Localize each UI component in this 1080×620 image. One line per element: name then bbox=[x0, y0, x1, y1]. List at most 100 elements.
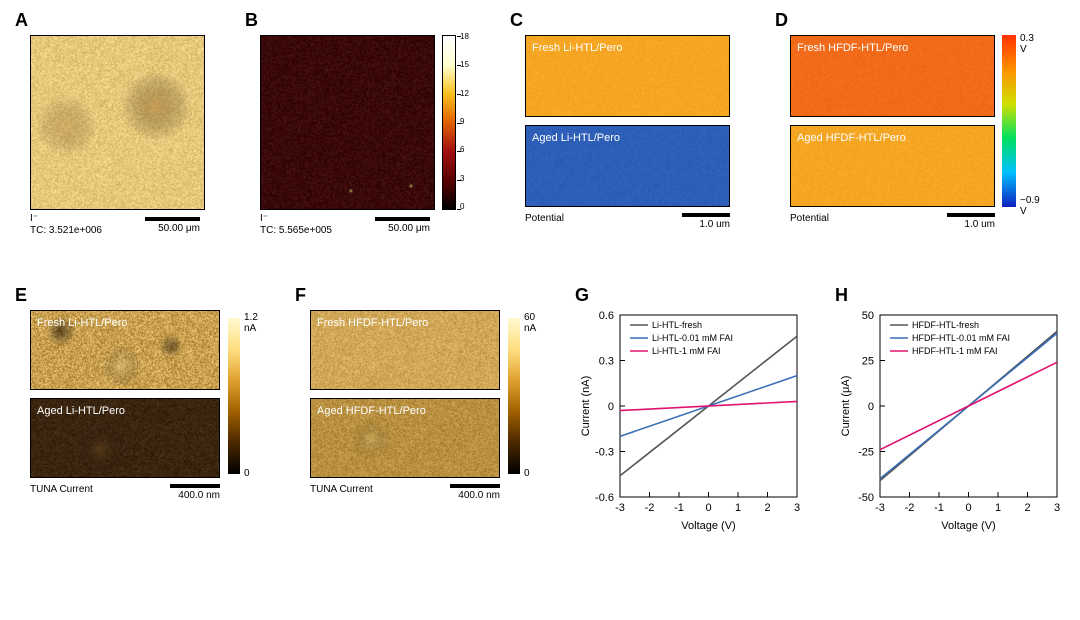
scalebar-f bbox=[450, 484, 500, 488]
panel-e-top: Fresh Li-HTL/Pero bbox=[30, 310, 220, 390]
panel-c: Fresh Li-HTL/Pero Aged Li-HTL/Pero Poten… bbox=[525, 35, 730, 207]
svg-text:25: 25 bbox=[862, 356, 874, 368]
svg-text:-2: -2 bbox=[905, 502, 915, 514]
label-c: C bbox=[510, 10, 523, 31]
svg-text:0.6: 0.6 bbox=[599, 310, 614, 322]
svg-text:HFDF-HTL-fresh: HFDF-HTL-fresh bbox=[912, 320, 979, 330]
panel-d-bottom: Aged HFDF-HTL/Pero bbox=[790, 125, 995, 207]
label-e: E bbox=[15, 285, 27, 306]
colorbar-b: 0369121518 bbox=[442, 35, 456, 210]
label-f: F bbox=[295, 285, 306, 306]
panel-g: -3 -2 -1 0 1 2 3 -0.6 -0.3 0 0.3 0.6 Voltage (V) Curr… bbox=[575, 305, 805, 535]
svg-text:Voltage (V): Voltage (V) bbox=[941, 520, 995, 532]
cb-d-low: −0.9 V bbox=[1020, 195, 1040, 217]
cb-e-low: 0 bbox=[244, 468, 250, 479]
cb-d-high: 0.3 V bbox=[1020, 33, 1034, 55]
panel-a: I⁻ TC: 3.521e+006 50.00 μm bbox=[30, 35, 205, 210]
scalebar-a-label: 50.00 μm bbox=[140, 223, 200, 234]
tc-a: TC: 3.521e+006 bbox=[30, 225, 102, 236]
c-caption: Potential bbox=[525, 213, 564, 224]
scalebar-e-label: 400.0 nm bbox=[170, 490, 220, 501]
svg-text:Voltage (V): Voltage (V) bbox=[681, 520, 735, 532]
svg-text:2: 2 bbox=[764, 502, 770, 514]
svg-text:50: 50 bbox=[862, 310, 874, 322]
svg-text:-25: -25 bbox=[858, 447, 874, 459]
panel-c-bottom: Aged Li-HTL/Pero bbox=[525, 125, 730, 207]
svg-text:0.3: 0.3 bbox=[599, 356, 614, 368]
panel-d-top: Fresh HFDF-HTL/Pero bbox=[790, 35, 995, 117]
svg-text:1: 1 bbox=[995, 502, 1001, 514]
colorbar-e bbox=[228, 318, 240, 474]
tc-b: TC: 5.565e+005 bbox=[260, 225, 332, 236]
svg-text:Current (nA): Current (nA) bbox=[580, 376, 592, 437]
svg-text:0: 0 bbox=[868, 401, 874, 413]
c-top-label: Fresh Li-HTL/Pero bbox=[532, 42, 622, 54]
micrograph-b bbox=[260, 35, 435, 210]
svg-text:Li-HTL-fresh: Li-HTL-fresh bbox=[652, 320, 702, 330]
e-bot-label: Aged Li-HTL/Pero bbox=[37, 405, 125, 417]
colorbar-f bbox=[508, 318, 520, 474]
panel-f: Fresh HFDF-HTL/Pero Aged HFDF-HTL/Pero T… bbox=[310, 310, 500, 478]
f-bot-label: Aged HFDF-HTL/Pero bbox=[317, 405, 426, 417]
cb-f-low: 0 bbox=[524, 468, 530, 479]
svg-text:3: 3 bbox=[1054, 502, 1060, 514]
svg-text:0: 0 bbox=[608, 401, 614, 413]
scalebar-d bbox=[947, 213, 995, 217]
ion-b: I⁻ bbox=[260, 213, 268, 224]
scalebar-c bbox=[682, 213, 730, 217]
scalebar-d-label: 1.0 um bbox=[947, 219, 995, 230]
svg-text:3: 3 bbox=[794, 502, 800, 514]
svg-text:HFDF-HTL-1 mM FAI: HFDF-HTL-1 mM FAI bbox=[912, 346, 998, 356]
figure: A I⁻ TC: 3.521e+006 50.00 μm B I⁻ TC: 5.… bbox=[0, 0, 1080, 620]
svg-text:Current (μA): Current (μA) bbox=[840, 376, 852, 437]
scalebar-b-label: 50.00 μm bbox=[370, 223, 430, 234]
cb-f-high: 60 nA bbox=[524, 312, 536, 334]
d-bot-label: Aged HFDF-HTL/Pero bbox=[797, 132, 906, 144]
panel-e-bottom: Aged Li-HTL/Pero bbox=[30, 398, 220, 478]
svg-text:-50: -50 bbox=[858, 492, 874, 504]
svg-text:-3: -3 bbox=[875, 502, 885, 514]
c-bot-label: Aged Li-HTL/Pero bbox=[532, 132, 620, 144]
svg-text:2: 2 bbox=[1024, 502, 1030, 514]
f-top-label: Fresh HFDF-HTL/Pero bbox=[317, 317, 428, 329]
svg-text:-2: -2 bbox=[645, 502, 655, 514]
chart-h: -3 -2 -1 0 1 2 3 -50 -25 0 25 50 Voltage (V) Current … bbox=[835, 305, 1065, 535]
d-caption: Potential bbox=[790, 213, 829, 224]
scalebar-a bbox=[145, 217, 200, 221]
micrograph-a bbox=[30, 35, 205, 210]
label-g: G bbox=[575, 285, 589, 306]
chart-g: -3 -2 -1 0 1 2 3 -0.6 -0.3 0 0.3 0.6 Voltage (V) Curr… bbox=[575, 305, 805, 535]
svg-text:Li-HTL-1 mM FAI: Li-HTL-1 mM FAI bbox=[652, 346, 721, 356]
svg-text:-1: -1 bbox=[934, 502, 944, 514]
panel-f-top: Fresh HFDF-HTL/Pero bbox=[310, 310, 500, 390]
svg-text:0: 0 bbox=[705, 502, 711, 514]
svg-text:1: 1 bbox=[735, 502, 741, 514]
svg-text:-0.6: -0.6 bbox=[595, 492, 614, 504]
panel-e: Fresh Li-HTL/Pero Aged Li-HTL/Pero TUNA … bbox=[30, 310, 220, 478]
label-d: D bbox=[775, 10, 788, 31]
e-caption: TUNA Current bbox=[30, 484, 93, 495]
svg-text:-3: -3 bbox=[615, 502, 625, 514]
panel-d: Fresh HFDF-HTL/Pero Aged HFDF-HTL/Pero P… bbox=[790, 35, 995, 207]
scalebar-b bbox=[375, 217, 430, 221]
scalebar-e bbox=[170, 484, 220, 488]
panel-h: -3 -2 -1 0 1 2 3 -50 -25 0 25 50 Voltage (V) Current … bbox=[835, 305, 1065, 535]
scalebar-f-label: 400.0 nm bbox=[450, 490, 500, 501]
scalebar-c-label: 1.0 um bbox=[682, 219, 730, 230]
panel-b: I⁻ TC: 5.565e+005 50.00 μm 0369121518 bbox=[260, 35, 435, 210]
e-top-label: Fresh Li-HTL/Pero bbox=[37, 317, 127, 329]
ion-a: I⁻ bbox=[30, 213, 38, 224]
label-b: B bbox=[245, 10, 258, 31]
d-top-label: Fresh HFDF-HTL/Pero bbox=[797, 42, 908, 54]
svg-text:-0.3: -0.3 bbox=[595, 447, 614, 459]
panel-f-bottom: Aged HFDF-HTL/Pero bbox=[310, 398, 500, 478]
colorbar-d bbox=[1002, 35, 1016, 207]
cb-e-high: 1.2 nA bbox=[244, 312, 258, 334]
svg-text:Li-HTL-0.01 mM FAI: Li-HTL-0.01 mM FAI bbox=[652, 333, 733, 343]
svg-text:-1: -1 bbox=[674, 502, 684, 514]
svg-text:HFDF-HTL-0.01 mM FAI: HFDF-HTL-0.01 mM FAI bbox=[912, 333, 1010, 343]
f-caption: TUNA Current bbox=[310, 484, 373, 495]
svg-text:0: 0 bbox=[965, 502, 971, 514]
label-a: A bbox=[15, 10, 28, 31]
label-h: H bbox=[835, 285, 848, 306]
